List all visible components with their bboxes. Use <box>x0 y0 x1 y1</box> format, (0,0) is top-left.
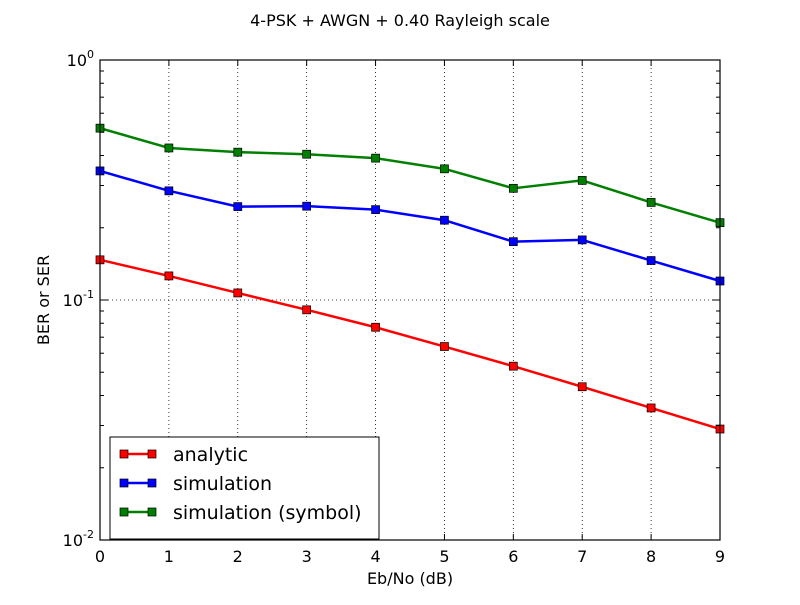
y-tick-label: 10-2 <box>63 528 94 550</box>
legend-label: analytic <box>173 444 248 466</box>
data-point <box>302 201 312 211</box>
legend-marker <box>119 507 129 517</box>
y-tick-label: 100 <box>67 48 94 70</box>
data-point <box>371 205 380 214</box>
data-point <box>233 288 243 298</box>
y-axis-label: BER or SER <box>34 255 53 345</box>
data-point <box>164 271 174 281</box>
data-point <box>233 202 243 211</box>
x-tick-label: 7 <box>577 547 587 566</box>
legend-label: simulation <box>173 473 272 495</box>
data-point <box>164 186 174 196</box>
legend-entry: analytic <box>119 444 248 466</box>
grid-lines <box>100 60 720 540</box>
x-tick-label: 6 <box>508 547 518 566</box>
x-tick-label: 8 <box>646 547 656 566</box>
data-point <box>302 305 312 315</box>
legend-label: simulation (symbol) <box>173 502 362 524</box>
legend-marker <box>119 478 129 488</box>
legend-marker <box>147 449 157 459</box>
data-point <box>646 256 656 265</box>
x-tick-label: 2 <box>233 547 243 566</box>
x-tick-label: 4 <box>370 547 380 566</box>
data-point <box>164 143 174 153</box>
x-tick-label: 3 <box>302 547 312 566</box>
x-tick-label: 0 <box>95 547 105 566</box>
data-point <box>440 342 449 351</box>
legend-marker <box>147 507 157 517</box>
data-point <box>508 237 518 247</box>
data-point <box>440 215 449 225</box>
legend-entry: simulation (symbol) <box>119 502 362 524</box>
x-tick-label: 9 <box>715 547 725 566</box>
data-point <box>371 153 380 163</box>
legend-entry: simulation <box>119 473 272 495</box>
data-point <box>646 403 656 413</box>
data-point <box>508 183 518 193</box>
series-line <box>99 169 721 283</box>
data-point <box>440 164 449 174</box>
series-line <box>99 126 721 224</box>
data-point <box>302 149 312 159</box>
legend-marker <box>119 449 129 459</box>
x-tick-label: 1 <box>164 547 174 566</box>
legend-marker <box>147 478 157 488</box>
data-point <box>371 322 380 332</box>
data-point <box>233 147 243 157</box>
tick-labels: 0 1 2 3 4 5 6 7 8 9 100 10-1 10-2 <box>63 48 725 566</box>
x-axis-label: Eb/No (dB) <box>367 569 453 588</box>
chart-title: 4-PSK + AWGN + 0.40 Rayleigh scale <box>250 11 550 30</box>
data-point <box>508 361 518 371</box>
data-point <box>577 382 587 392</box>
series-line <box>99 258 721 431</box>
data-point <box>577 235 587 245</box>
x-tick-label: 5 <box>439 547 449 566</box>
data-point <box>577 176 587 185</box>
legend: analytic simulation simulation (symbol) <box>109 436 380 540</box>
data-point <box>646 198 656 207</box>
y-tick-label: 10-1 <box>63 288 94 310</box>
